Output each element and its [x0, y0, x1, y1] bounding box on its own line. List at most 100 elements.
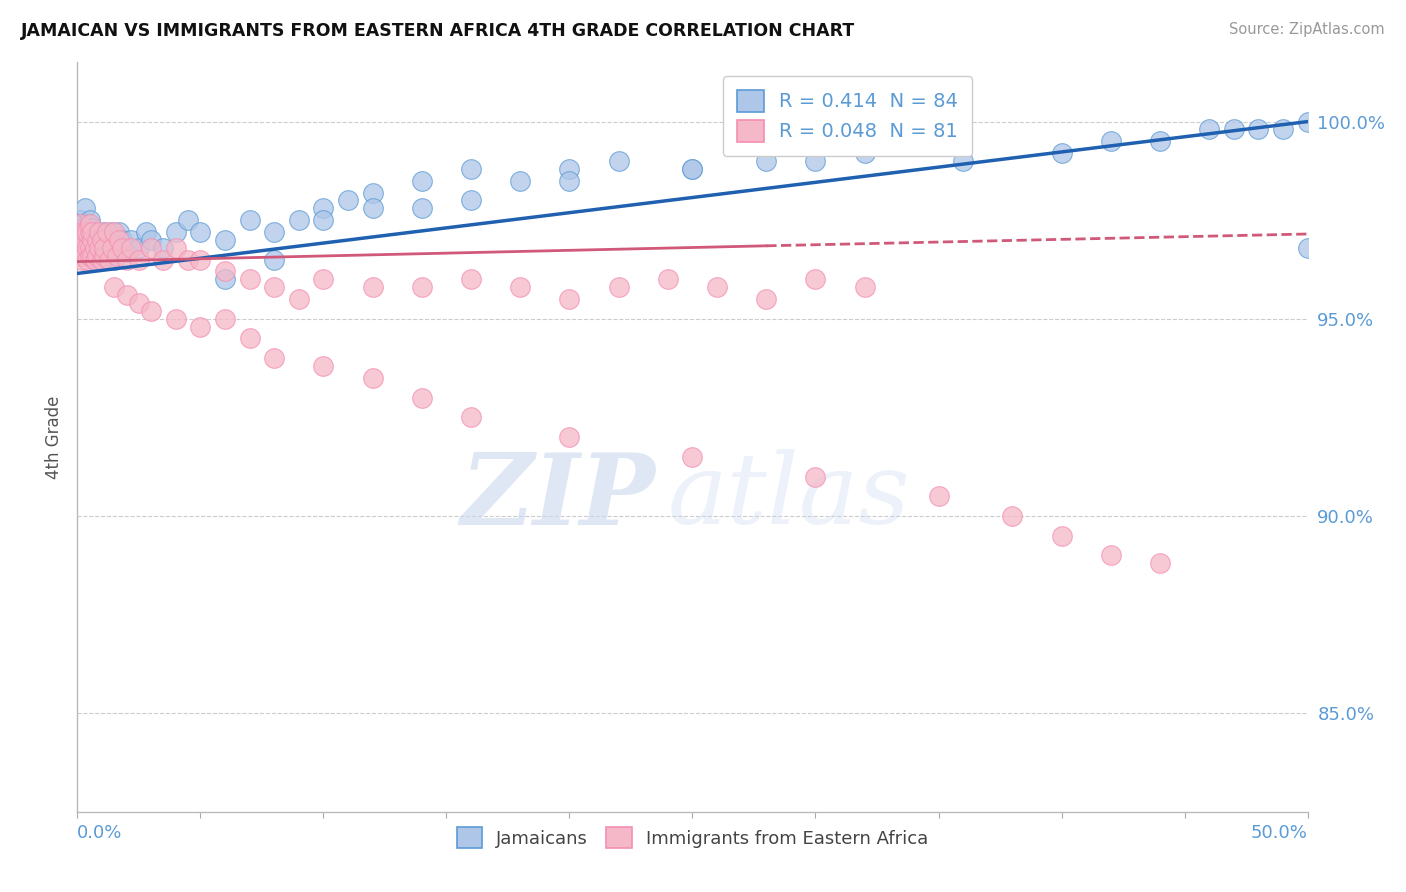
- Point: [90, 252, 114, 267]
- Point: [86, 244, 108, 259]
- Point: [1001, 508, 1024, 523]
- Point: [79, 225, 101, 239]
- Point: [83, 225, 105, 239]
- Point: [93, 225, 115, 239]
- Point: [558, 292, 581, 306]
- Point: [239, 331, 262, 345]
- Point: [76, 229, 98, 244]
- Point: [607, 280, 630, 294]
- Point: [952, 154, 974, 169]
- Point: [96, 244, 118, 259]
- Point: [89, 225, 111, 239]
- Text: 50.0%: 50.0%: [1251, 823, 1308, 841]
- Point: [312, 272, 335, 286]
- Point: [804, 272, 827, 286]
- Point: [73, 202, 96, 216]
- Point: [73, 225, 96, 239]
- Point: [121, 241, 143, 255]
- Point: [411, 174, 433, 188]
- Point: [70, 229, 93, 244]
- Point: [69, 249, 91, 263]
- Point: [165, 241, 187, 255]
- Point: [115, 288, 138, 302]
- Point: [93, 249, 115, 263]
- Point: [853, 146, 876, 161]
- Point: [460, 194, 482, 208]
- Point: [83, 252, 105, 267]
- Point: [188, 319, 212, 334]
- Point: [1198, 122, 1220, 136]
- Point: [79, 213, 101, 227]
- Point: [188, 252, 212, 267]
- Point: [73, 249, 96, 263]
- Point: [101, 241, 124, 255]
- Text: Source: ZipAtlas.com: Source: ZipAtlas.com: [1229, 22, 1385, 37]
- Point: [214, 311, 236, 326]
- Point: [411, 391, 433, 405]
- Point: [128, 241, 150, 255]
- Point: [82, 233, 104, 247]
- Point: [509, 280, 531, 294]
- Point: [111, 233, 132, 247]
- Point: [103, 233, 125, 247]
- Point: [214, 233, 236, 247]
- Point: [337, 194, 360, 208]
- Point: [76, 241, 98, 255]
- Point: [361, 280, 384, 294]
- Point: [152, 252, 174, 267]
- Point: [1050, 529, 1073, 543]
- Point: [90, 252, 114, 267]
- Point: [1272, 122, 1295, 136]
- Point: [361, 186, 384, 200]
- Point: [1050, 146, 1073, 161]
- Point: [214, 272, 236, 286]
- Legend: Jamaicans, Immigrants from Eastern Africa: Jamaicans, Immigrants from Eastern Afric…: [446, 816, 939, 859]
- Point: [73, 233, 96, 247]
- Point: [141, 304, 163, 318]
- Point: [682, 161, 704, 176]
- Point: [460, 272, 482, 286]
- Point: [928, 489, 950, 503]
- Point: [460, 161, 482, 176]
- Point: [1223, 122, 1246, 136]
- Point: [361, 202, 384, 216]
- Y-axis label: 4th Grade: 4th Grade: [45, 395, 63, 479]
- Point: [558, 430, 581, 444]
- Point: [312, 213, 335, 227]
- Text: atlas: atlas: [668, 450, 911, 545]
- Point: [86, 233, 108, 247]
- Point: [853, 280, 876, 294]
- Point: [98, 241, 121, 255]
- Point: [86, 249, 108, 263]
- Point: [115, 252, 138, 267]
- Point: [96, 225, 118, 239]
- Point: [411, 202, 433, 216]
- Point: [70, 225, 93, 239]
- Text: 0.0%: 0.0%: [77, 823, 122, 841]
- Point: [79, 249, 101, 263]
- Point: [73, 249, 96, 263]
- Point: [82, 225, 104, 239]
- Point: [82, 233, 104, 247]
- Point: [188, 225, 212, 239]
- Point: [83, 241, 105, 255]
- Point: [239, 213, 262, 227]
- Point: [69, 225, 91, 239]
- Point: [558, 161, 581, 176]
- Point: [115, 244, 138, 259]
- Point: [239, 272, 262, 286]
- Point: [89, 241, 111, 255]
- Point: [73, 233, 96, 247]
- Point: [76, 241, 98, 255]
- Point: [105, 249, 128, 263]
- Point: [1296, 114, 1319, 128]
- Point: [108, 225, 131, 239]
- Point: [111, 241, 132, 255]
- Point: [682, 161, 704, 176]
- Point: [1099, 549, 1122, 563]
- Point: [108, 233, 131, 247]
- Point: [607, 154, 630, 169]
- Point: [70, 252, 93, 267]
- Point: [1149, 134, 1171, 148]
- Point: [657, 272, 679, 286]
